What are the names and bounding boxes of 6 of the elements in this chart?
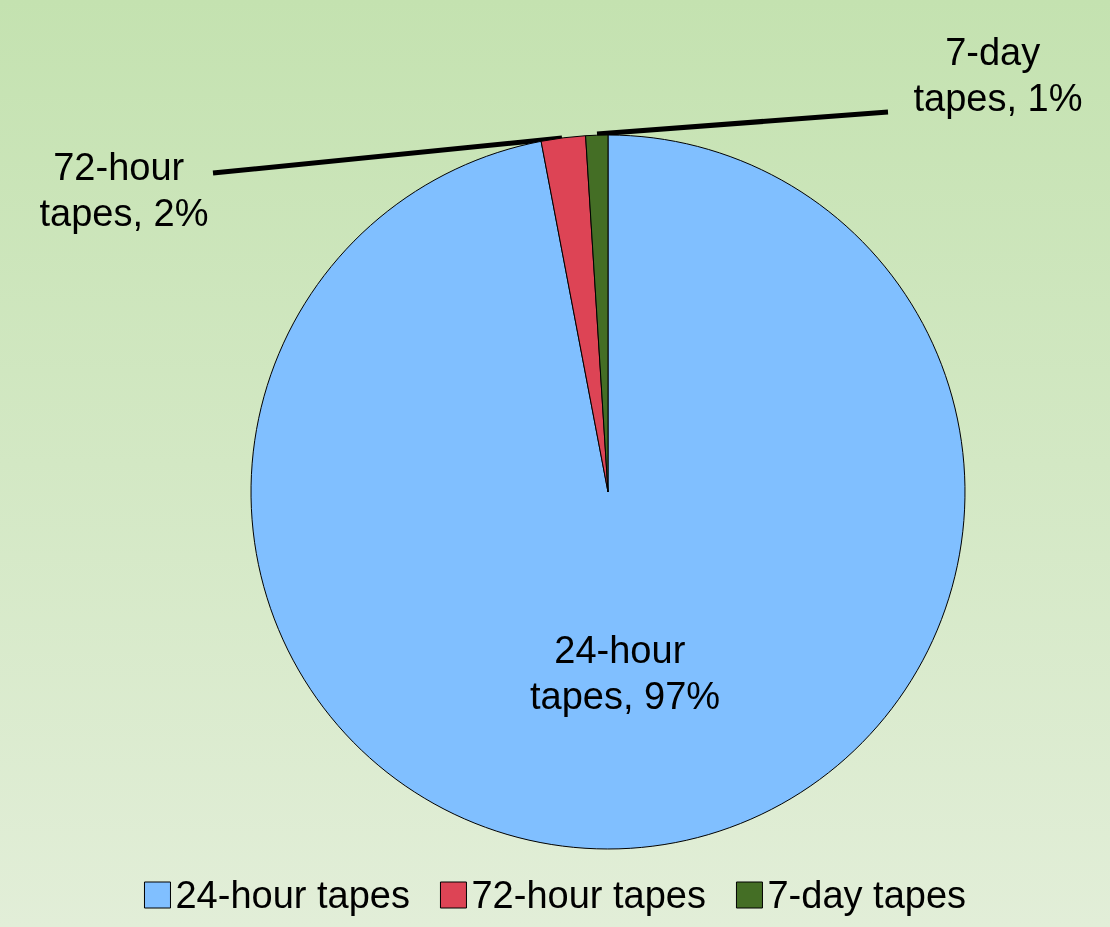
legend-label: 72-hour tapes bbox=[471, 874, 706, 916]
legend-label: 7-day tapes bbox=[767, 874, 967, 916]
data-label: 24-hour tapes, 97% bbox=[530, 628, 721, 717]
data-label: 7-day tapes, 1% bbox=[913, 31, 1083, 119]
data-label: 72-hour tapes, 2% bbox=[39, 146, 209, 234]
legend-label: 24-hour tapes bbox=[175, 874, 410, 916]
